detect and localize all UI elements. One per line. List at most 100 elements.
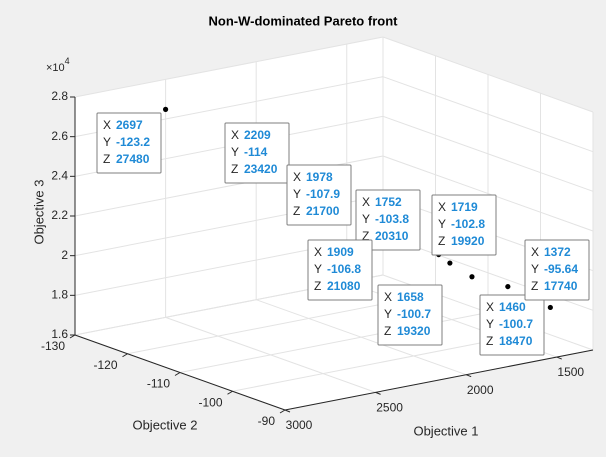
y-tick	[174, 372, 181, 376]
grid-line	[382, 155, 594, 232]
data-tip-box	[431, 194, 497, 256]
data-tip-key: Z	[314, 279, 321, 293]
data-tip-key: X	[293, 170, 301, 184]
z-tick-label: 2.8	[51, 89, 68, 103]
x-tick	[284, 409, 291, 413]
y-tick-label: -130	[41, 339, 65, 353]
data-tip-key: Y	[231, 145, 239, 159]
z-multiplier: ×104	[46, 56, 70, 74]
z-tick-label: 1.6	[51, 327, 68, 341]
data-tip-box	[479, 294, 545, 356]
data-tip-key: X	[362, 195, 370, 209]
x-axis-label: Objective 1	[413, 423, 478, 438]
grid-line	[74, 36, 384, 98]
data-tip-box	[224, 122, 290, 184]
z-tick-label: 2.2	[51, 208, 68, 222]
data-tip-value: 1719	[451, 200, 478, 214]
data-tip-box	[377, 284, 443, 346]
point	[547, 304, 553, 311]
z-axis-label: Objective 3	[31, 179, 46, 244]
data-tip-key: Z	[293, 204, 300, 218]
data-tip-value: 2697	[116, 118, 143, 132]
data-tip-key: X	[231, 128, 239, 142]
y-tick	[122, 353, 128, 358]
data-tip-value: 1978	[306, 170, 333, 184]
z-tick-label: 2	[61, 248, 68, 262]
y-tick-label: -90	[258, 414, 276, 428]
data-tip-key: X	[314, 245, 322, 259]
data-tip-value: 19920	[451, 234, 485, 248]
z-tick-label: 2.4	[51, 169, 68, 183]
data-tip-value: -102.8	[451, 217, 485, 231]
data-tip-box	[355, 189, 421, 251]
data-tip: X 1719 Y -102.8 Z 19920	[431, 194, 497, 256]
data-tip-box	[524, 239, 590, 301]
data-tip-key: Y	[486, 317, 494, 331]
data-tip-key: Y	[438, 217, 446, 231]
data-tip-value: 20310	[375, 229, 409, 243]
data-tip-key: X	[486, 300, 494, 314]
data-tip: X 1658 Y -100.7 Z 19320	[377, 284, 443, 346]
x-axis	[284, 349, 594, 411]
data-tip-value: 21700	[306, 204, 340, 218]
data-tip-value: 19320	[397, 324, 431, 338]
grid-line	[382, 36, 594, 113]
data-tip-value: 1372	[544, 245, 571, 259]
point	[469, 274, 475, 280]
data-tip-key: Z	[362, 229, 369, 243]
data-tip-value: -114	[244, 145, 268, 159]
data-tip: X 2697 Y -123.2 Z 27480	[96, 112, 162, 174]
data-tip-key: X	[531, 245, 539, 259]
x-tick	[375, 391, 381, 395]
data-tip-key: Z	[486, 334, 493, 348]
data-tip: X 1752 Y -103.8 Z 20310	[355, 189, 421, 251]
data-tip-value: 2209	[244, 128, 271, 142]
data-tip-key: Z	[103, 152, 110, 166]
data-tip: X 1460 Y -100.7 Z 18470	[479, 294, 545, 356]
data-tip-value: -123.2	[116, 135, 150, 149]
data-tip-value: 18470	[499, 334, 533, 348]
data-tip-key: Z	[438, 234, 445, 248]
y-tick-label: -120	[93, 358, 117, 372]
z-tick-label: 1.8	[51, 288, 68, 302]
data-tip-value: 17740	[544, 279, 578, 293]
data-tip-key: Z	[231, 162, 238, 176]
y-axis-label: Objective 2	[132, 417, 197, 432]
data-tip-key: Y	[362, 212, 370, 226]
data-tip-value: -100.7	[397, 307, 431, 321]
data-tip-key: Y	[384, 307, 392, 321]
point	[162, 106, 169, 112]
data-tip-key: X	[438, 200, 446, 214]
data-tip-value: 1658	[397, 290, 424, 304]
data-tip-key: Z	[384, 324, 391, 338]
x-tick-label: 2000	[467, 383, 494, 397]
x-tick-label: 2500	[376, 401, 403, 415]
y-tick-label: -110	[147, 377, 170, 391]
data-tip-value: 1460	[499, 300, 526, 314]
data-tip-value: 21080	[327, 279, 361, 293]
grid-line	[382, 76, 594, 153]
y-tick	[227, 390, 233, 395]
data-tip: X 1978 Y -107.9 Z 21700	[286, 164, 352, 226]
x-tick-label: 3000	[286, 418, 313, 432]
point	[505, 283, 511, 290]
data-tip-value: -100.7	[499, 317, 533, 331]
grid-line	[382, 115, 594, 192]
data-tip-value: -103.8	[375, 212, 409, 226]
x-tick	[556, 356, 562, 360]
x-tick	[465, 374, 472, 378]
data-tip-key: Y	[293, 187, 301, 201]
y-tick	[279, 409, 286, 414]
data-tip-value: -106.8	[327, 262, 361, 276]
data-tip-value: -95.64	[544, 262, 578, 276]
data-tip-key: Y	[314, 262, 322, 276]
data-tip-box	[286, 164, 352, 226]
data-tip: X 1372 Y -95.64 Z 17740	[524, 239, 590, 301]
data-tip-value: 23420	[244, 162, 278, 176]
data-tip-key: X	[384, 290, 392, 304]
z-multiplier-power: 4	[65, 56, 70, 66]
point	[447, 260, 453, 266]
x-tick-label: 1500	[557, 365, 584, 379]
